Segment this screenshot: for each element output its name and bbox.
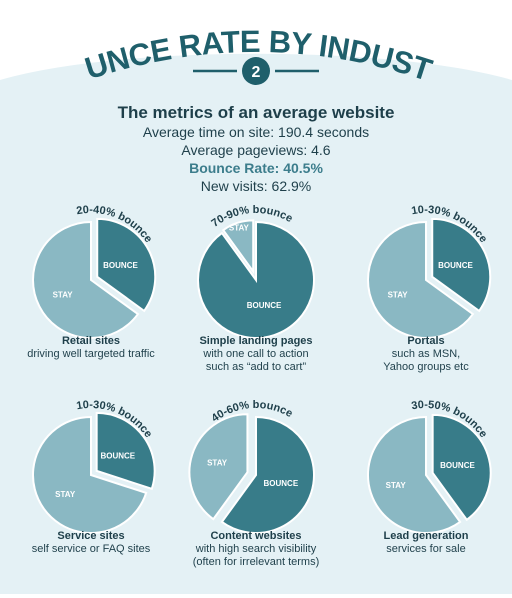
industry-name: Service sites [57,530,125,542]
title-text: BOUNCE RATE BY INDUSTRY [0,20,437,88]
metrics-heading: The metrics of an average website [117,103,395,122]
chart-caption: Simple landing pages with one call to act… [171,335,341,374]
industry-description: services for sale [386,543,466,555]
pie-slice-stay [32,220,140,339]
bounce-slice-label: BOUNCE [263,479,298,488]
pie-slice-bounce [431,217,492,313]
pie-slice-stay [367,415,462,534]
industry-name: Retail sites [61,335,121,347]
pie-chart-cell: BOUNCE STAY 40-60% bounce Content websites w… [171,395,341,580]
pie-chart-cell: BOUNCE STAY 10-30% bounce Portals such as MS… [341,200,511,385]
stay-slice-label: STAY [207,458,228,467]
chart-caption: Content websites with high search visibil… [171,530,341,569]
pie-chart-cell: BOUNCE STAY 30-50% bounce Lead generation se… [341,395,511,580]
chart-caption: Retail sites driving well targeted traffi… [6,335,176,361]
pie-slice-bounce [95,411,156,491]
pie-slice-bounce [96,217,157,313]
industry-description: with one call to action [203,348,309,360]
pie-chart-cell: BOUNCE STAY 20-40% bounce Retail sites drivi… [6,200,176,385]
metric-bounce-rate: Bounce Rate: 40.5% [189,160,323,176]
bounce-slice-label: BOUNCE [103,261,138,270]
industry-description: with high search visibility [195,543,317,555]
section-badge [242,57,270,85]
stay-slice-label: STAY [386,481,407,490]
bounce-slice-label: BOUNCE [438,261,473,270]
stay-slice-label: STAY [53,290,74,299]
pie-slice-bounce [197,220,315,339]
industry-description: such as MSN, [391,348,461,360]
bounce-slice-label: BOUNCE [440,461,475,470]
pie-slice-stay [221,219,255,275]
metric-new-visits: New visits: 62.9% [200,178,312,194]
industry-description: (often for irrelevant terms) [192,556,320,568]
chart-caption: Lead generation services for sale [341,530,511,556]
pie-slice-stay [32,415,148,534]
industry-description: driving well targeted traffic [27,348,155,360]
main-title: BOUNCE RATE BY INDUSTRY 2 [0,20,437,88]
industry-description: such as “add to cart” [205,361,307,373]
industry-description: self service or FAQ sites [31,543,151,555]
industry-name: Simple landing pages [199,335,313,347]
chart-caption: Portals such as MSN, Yahoo groups etc [341,335,511,374]
section-number: 2 [252,64,261,81]
bounce-slice-label: BOUNCE [100,452,135,461]
industry-description: Yahoo groups etc [383,361,469,373]
bounce-slice-label: BOUNCE [247,301,282,310]
stay-slice-label: STAY [229,223,250,232]
industry-name: Content websites [210,530,302,542]
svg-text:BOUNCE RATE BY INDUSTRY: BOUNCE RATE BY INDUSTRY [0,20,436,88]
pie-chart-cell: BOUNCE STAY 70-90% bounce Simple landing pa… [171,200,341,385]
industry-name: Portals [407,335,445,347]
metrics-block: The metrics of an average website Averag… [0,103,512,195]
metric-time-on-site: Average time on site: 190.4 seconds [142,124,370,140]
pie-slice-bounce [220,415,315,534]
industry-name: Lead generation [383,530,469,542]
pie-chart-cell: BOUNCE STAY 10-30% bounce Service sites self… [6,395,176,580]
pie-slice-bounce [431,413,492,522]
chart-caption: Service sites self service or FAQ sites [6,530,176,556]
stay-slice-label: STAY [388,290,409,299]
stay-slice-label: STAY [55,490,76,499]
pie-slice-stay [188,413,249,521]
pie-slice-stay [367,220,475,339]
metric-pageviews: Average pageviews: 4.6 [181,142,331,158]
